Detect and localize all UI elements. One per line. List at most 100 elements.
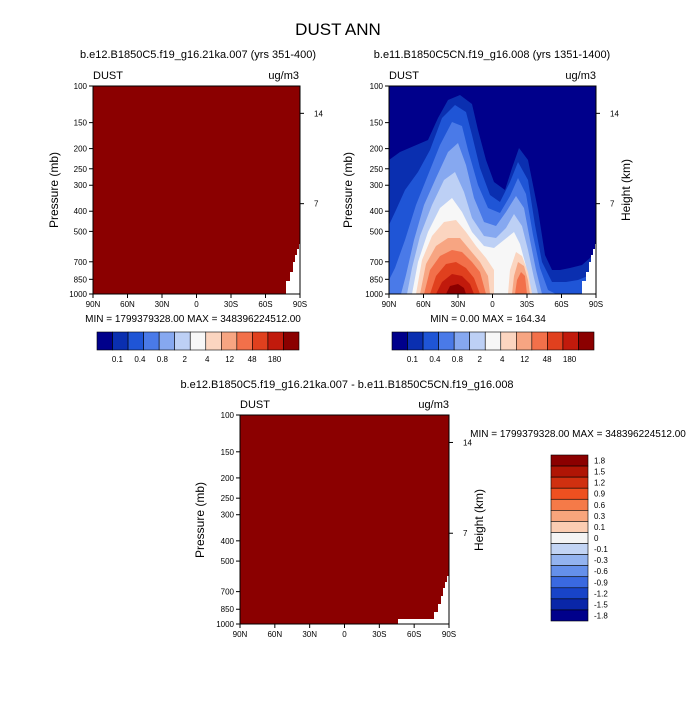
colorbar-swatch: [550, 454, 589, 467]
colorbar-swatch: [143, 331, 160, 351]
colorbar-label: 1.8: [594, 457, 606, 466]
x-tick-label: 30N: [302, 630, 317, 639]
colorbar-swatch: [221, 331, 238, 351]
colorbar-swatch: [438, 331, 455, 351]
panel-c-units: ug/m3: [418, 399, 449, 411]
y-tick-label: 200: [74, 145, 88, 154]
x-tick-label: 90S: [589, 300, 603, 309]
colorbar-label: 2: [183, 355, 188, 364]
colorbar-label: 1.2: [594, 479, 606, 488]
panel-b-colorbar: 0.1 0.4 0.8 2 4 12 48 180: [391, 331, 595, 364]
y2-tick-label: 7: [314, 200, 319, 209]
colorbar-label: -0.6: [594, 567, 608, 576]
colorbar-swatch: [550, 554, 589, 566]
panel-c-ylabel2: Height (km): [472, 489, 486, 551]
panel-b-units: ug/m3: [565, 70, 596, 82]
colorbar-label: 48: [543, 355, 552, 364]
colorbar-swatch: [500, 331, 517, 351]
panel-a: b.e12.B1850C5.f19_g16.21ka.007 (yrs 351-…: [47, 49, 323, 364]
x-tick-label: 0: [342, 630, 347, 639]
colorbar-label: 180: [563, 355, 577, 364]
x-tick-label: 60N: [120, 300, 135, 309]
colorbar-swatch: [391, 331, 408, 351]
colorbar-label: 4: [500, 355, 505, 364]
colorbar-label: 0.6: [594, 501, 606, 510]
colorbar-label: 0.1: [594, 523, 606, 532]
colorbar-swatch: [158, 331, 175, 351]
y-tick-label: 1000: [365, 290, 383, 299]
panel-c: b.e12.B1850C5.f19_g16.21ka.007 - b.e11.B…: [180, 379, 686, 639]
colorbar-label: -0.3: [594, 556, 608, 565]
y-tick-label: 700: [74, 258, 88, 267]
y2-tick-label: 14: [314, 109, 323, 118]
colorbar-label: 1.5: [594, 468, 606, 477]
y-tick-label: 500: [74, 227, 88, 236]
colorbar-swatch: [516, 331, 533, 351]
colorbar-swatch: [550, 521, 589, 533]
x-tick-label: 60N: [416, 300, 431, 309]
x-tick-label: 60S: [554, 300, 568, 309]
colorbar-swatch: [550, 576, 589, 589]
colorbar-swatch: [550, 587, 589, 600]
colorbar-swatch: [550, 543, 589, 555]
colorbar-label: -0.9: [594, 578, 608, 587]
y-tick-label: 500: [370, 227, 384, 236]
x-tick-label: 30N: [451, 300, 466, 309]
y-tick-label: 850: [221, 605, 235, 614]
panel-b-ylabel: Pressure (mb): [341, 152, 355, 228]
colorbar-label: 2: [478, 355, 483, 364]
panel-c-field: [240, 415, 449, 624]
colorbar-label: -1.8: [594, 611, 608, 620]
colorbar-swatch: [562, 331, 579, 351]
y2-tick-label: 14: [463, 438, 472, 447]
y-tick-label: 250: [370, 165, 384, 174]
x-tick-label: 0: [490, 300, 495, 309]
colorbar-label: 0.8: [452, 355, 464, 364]
panel-b: b.e11.B1850C5CN.f19_g16.008 (yrs 1351-14…: [341, 49, 633, 364]
colorbar-label: 0.8: [157, 355, 169, 364]
x-tick-label: 30N: [155, 300, 170, 309]
colorbar-swatch: [252, 331, 269, 351]
colorbar-swatch: [550, 487, 589, 500]
colorbar-label: 4: [205, 355, 210, 364]
colorbar-swatch: [484, 331, 502, 351]
y-tick-label: 100: [74, 82, 88, 91]
y-tick-label: 250: [74, 165, 88, 174]
colorbar-swatch: [283, 331, 300, 351]
y-tick-label: 400: [221, 537, 235, 546]
colorbar-swatch: [407, 331, 424, 351]
y2-tick-label: 7: [610, 200, 615, 209]
panel-b-variable: DUST: [389, 70, 419, 82]
x-tick-label: 60N: [267, 630, 282, 639]
x-tick-label: 0: [194, 300, 199, 309]
x-tick-label: 90N: [86, 300, 101, 309]
colorbar-label: 0.4: [134, 355, 146, 364]
y-tick-label: 400: [74, 207, 88, 216]
y-tick-label: 100: [221, 411, 235, 420]
x-tick-label: 90S: [442, 630, 456, 639]
colorbar-swatch: [453, 331, 470, 351]
colorbar-label: 0: [594, 534, 599, 543]
colorbar-swatch: [550, 598, 589, 611]
colorbar-swatch: [267, 331, 284, 351]
y-tick-label: 250: [221, 494, 235, 503]
colorbar-label: -0.1: [594, 545, 608, 554]
panel-c-colorbar: 1.8 1.5 1.2 0.9 0.6 0.3 0.1 0 -0.1 -0.3 -0.6 -0.9 -1…: [550, 454, 608, 622]
colorbar-label: 0.1: [112, 355, 124, 364]
colorbar-label: -1.2: [594, 589, 608, 598]
colorbar-swatch: [550, 532, 589, 544]
colorbar-label: 12: [225, 355, 234, 364]
y-tick-label: 1000: [69, 290, 87, 299]
y-tick-label: 300: [370, 181, 384, 190]
panel-a-ylabel: Pressure (mb): [47, 152, 61, 228]
colorbar-swatch: [550, 465, 589, 478]
colorbar-label: 0.1: [407, 355, 419, 364]
colorbar-swatch: [550, 510, 589, 522]
y-tick-label: 150: [74, 119, 88, 128]
figure-title: DUST ANN: [295, 20, 381, 39]
x-tick-label: 30S: [224, 300, 238, 309]
panel-a-title: b.e12.B1850C5.f19_g16.21ka.007 (yrs 351-…: [80, 49, 316, 61]
colorbar-label: 48: [248, 355, 257, 364]
